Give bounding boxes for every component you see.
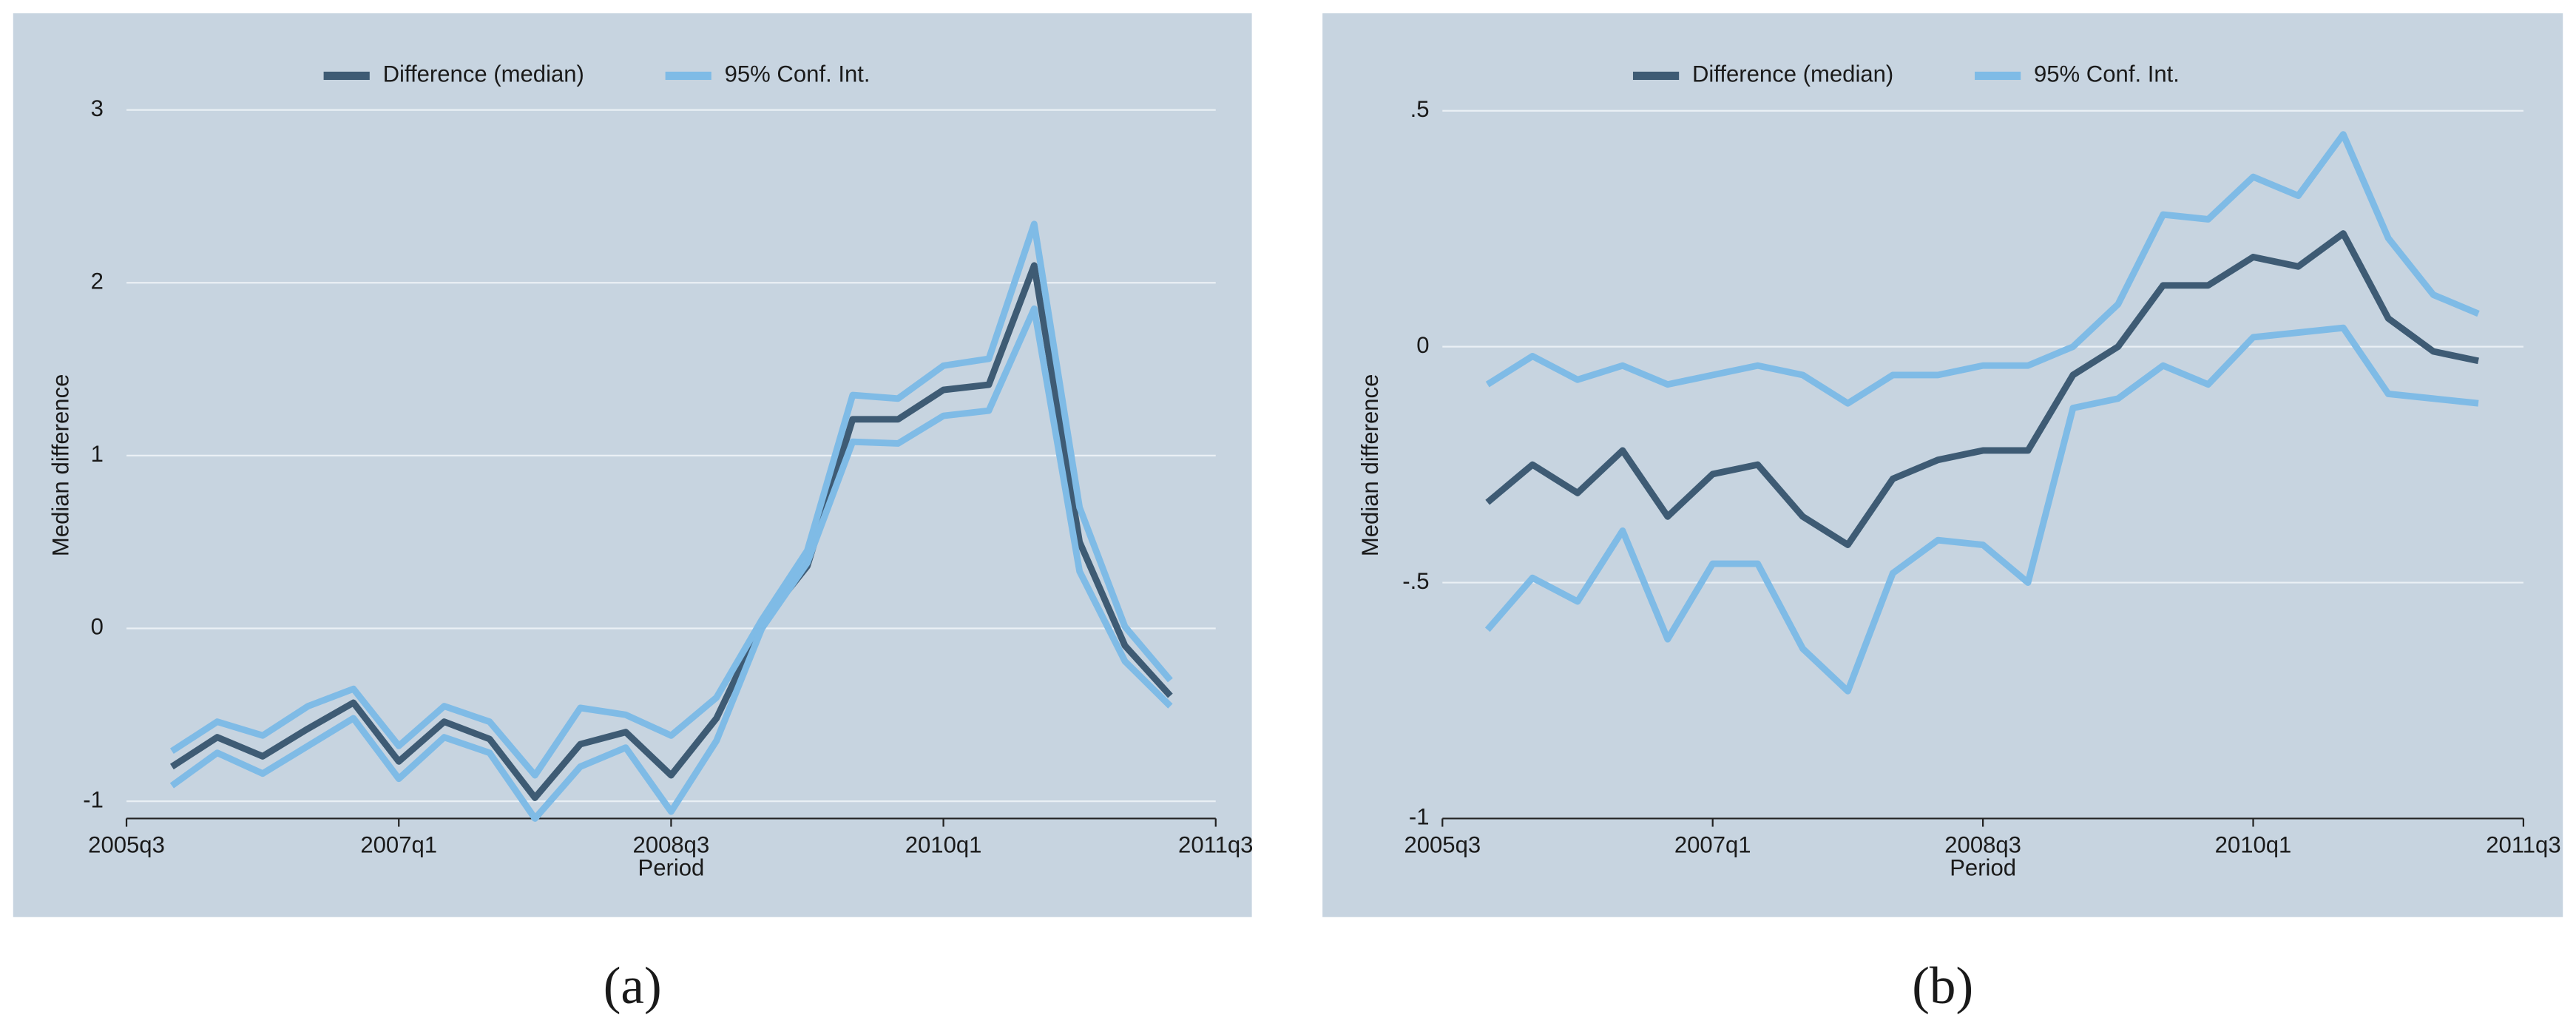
legend-label: 95% Conf. Int. bbox=[2034, 61, 2180, 87]
y-tick-label: 2 bbox=[91, 268, 104, 294]
legend-label: Difference (median) bbox=[383, 61, 584, 87]
y-tick-label: -1 bbox=[83, 786, 104, 812]
panel-background bbox=[13, 13, 1252, 917]
y-tick-label: 0 bbox=[91, 614, 104, 640]
x-tick-label: 2005q3 bbox=[1404, 831, 1481, 857]
x-tick-label: 2011q3 bbox=[1178, 831, 1253, 857]
x-tick-label: 2008q3 bbox=[633, 831, 710, 857]
x-tick-label: 2005q3 bbox=[88, 831, 165, 857]
x-axis-title: Period bbox=[638, 855, 704, 881]
y-tick-label: 3 bbox=[91, 95, 104, 121]
x-tick-label: 2007q1 bbox=[360, 831, 437, 857]
data-line bbox=[170, 220, 1173, 779]
y-tick-label: 1 bbox=[91, 441, 104, 467]
data-line bbox=[170, 262, 1173, 801]
legend-label: Difference (median) bbox=[1692, 61, 1893, 87]
caption: (b) bbox=[1912, 957, 1973, 1015]
x-tick-label: 2011q3 bbox=[2486, 831, 2560, 857]
panel-background bbox=[1322, 13, 2563, 917]
x-tick-label: 2007q1 bbox=[1674, 831, 1751, 857]
y-tick-label: -1 bbox=[1409, 804, 1430, 830]
data-line bbox=[169, 305, 1173, 822]
x-tick-label: 2010q1 bbox=[2215, 831, 2292, 857]
caption: (a) bbox=[604, 957, 662, 1015]
x-tick-label: 2010q1 bbox=[905, 831, 982, 857]
data-line bbox=[1485, 230, 2479, 548]
x-tick-label: 2008q3 bbox=[1944, 831, 2021, 857]
y-axis-title: Median difference bbox=[1357, 374, 1383, 557]
y-axis-title: Median difference bbox=[48, 374, 74, 557]
legend-label: 95% Conf. Int. bbox=[725, 61, 871, 87]
data-line bbox=[1485, 131, 2480, 407]
y-tick-label: .5 bbox=[1410, 96, 1430, 122]
data-line bbox=[1484, 324, 2479, 695]
y-tick-label: 0 bbox=[1416, 332, 1429, 358]
y-tick-label: -.5 bbox=[1402, 568, 1429, 594]
x-axis-title: Period bbox=[1950, 855, 2016, 881]
